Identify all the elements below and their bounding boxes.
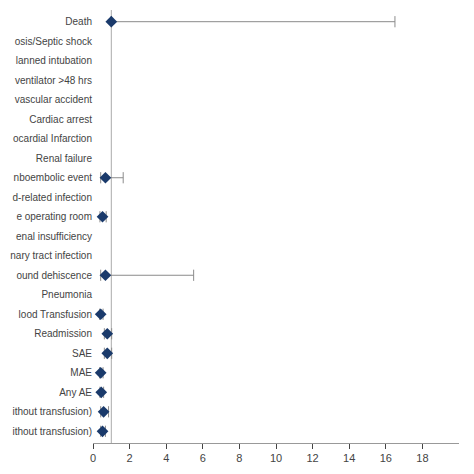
svg-text:nboembolic event: nboembolic event xyxy=(14,172,93,183)
svg-text:14: 14 xyxy=(343,452,355,464)
svg-text:ocardial Infarction: ocardial Infarction xyxy=(13,133,92,144)
svg-text:vascular accident: vascular accident xyxy=(15,94,92,105)
svg-text:18: 18 xyxy=(416,452,428,464)
svg-text:osis/Septic shock: osis/Septic shock xyxy=(15,36,93,47)
svg-text:4: 4 xyxy=(163,452,169,464)
svg-text:Readmission: Readmission xyxy=(34,328,92,339)
svg-text:Any AE: Any AE xyxy=(59,387,92,398)
svg-text:ventilator >48 hrs: ventilator >48 hrs xyxy=(15,75,92,86)
svg-text:16: 16 xyxy=(380,452,392,464)
svg-text:enal insufficiency: enal insufficiency xyxy=(16,231,92,242)
svg-text:Pneumonia: Pneumonia xyxy=(41,289,92,300)
svg-text:8: 8 xyxy=(236,452,242,464)
svg-text:Cardiac arrest: Cardiac arrest xyxy=(29,114,92,125)
svg-text:nary tract infection: nary tract infection xyxy=(10,250,92,261)
svg-text:SAE: SAE xyxy=(72,348,92,359)
svg-text:2: 2 xyxy=(127,452,133,464)
svg-text:10: 10 xyxy=(270,452,282,464)
svg-text:lanned intubation: lanned intubation xyxy=(16,55,92,66)
svg-text:Renal failure: Renal failure xyxy=(36,153,93,164)
svg-text:ound dehiscence: ound dehiscence xyxy=(16,270,92,281)
svg-text:lood Transfusion: lood Transfusion xyxy=(19,309,92,320)
svg-text:6: 6 xyxy=(200,452,206,464)
svg-text:Death: Death xyxy=(65,16,92,27)
svg-text:MAE: MAE xyxy=(70,367,92,378)
svg-text:ithout transfusion): ithout transfusion) xyxy=(13,406,93,417)
svg-text:12: 12 xyxy=(306,452,318,464)
svg-text:0: 0 xyxy=(90,452,96,464)
svg-text:d-related infection: d-related infection xyxy=(13,192,93,203)
svg-text:e operating room: e operating room xyxy=(16,211,92,222)
svg-text:ithout transfusion): ithout transfusion) xyxy=(13,426,93,437)
